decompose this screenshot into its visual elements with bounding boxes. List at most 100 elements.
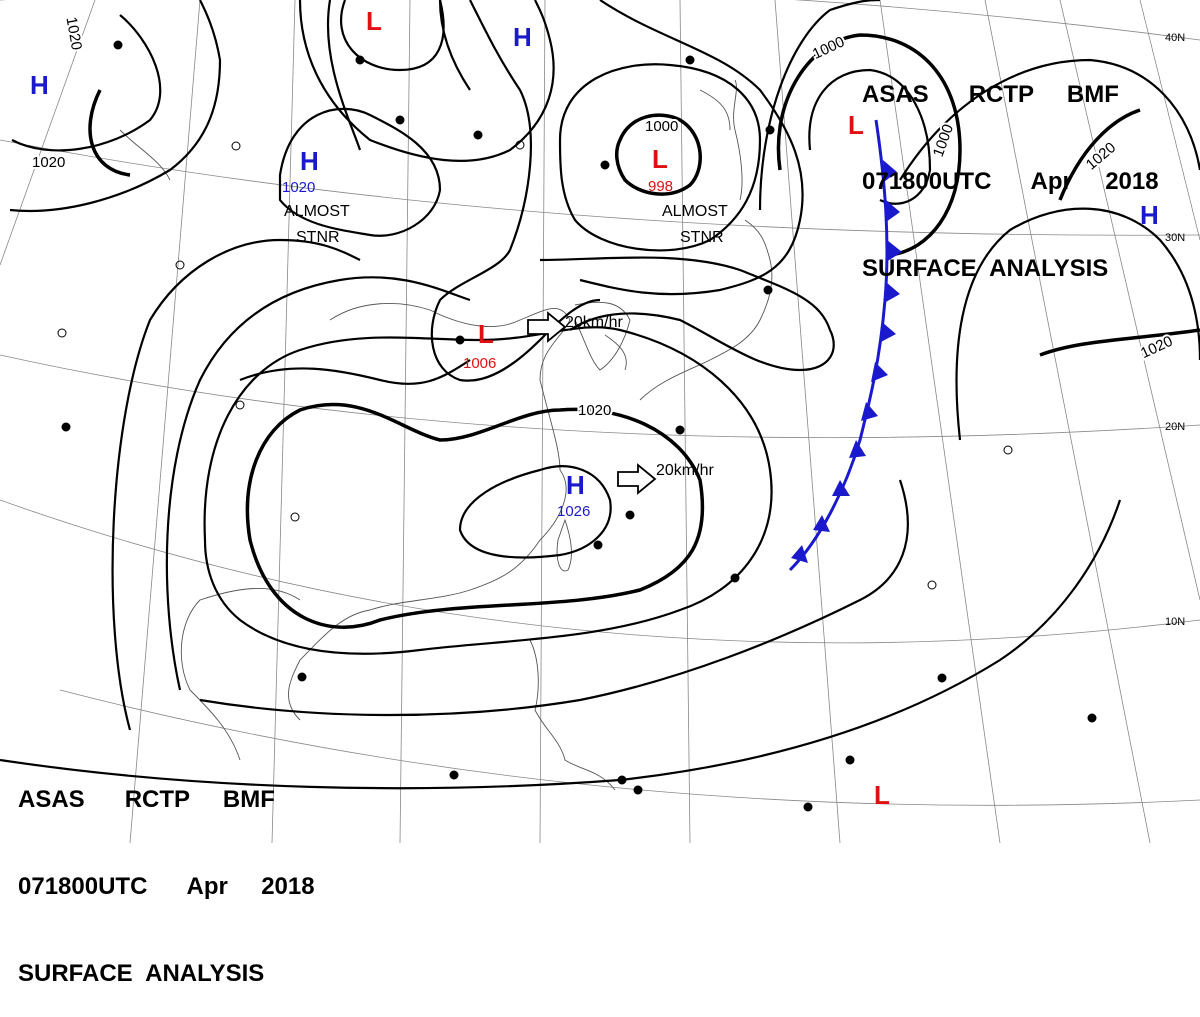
meridian (1059, 0, 1200, 601)
station-marker (231, 141, 241, 151)
station-marker (297, 672, 307, 682)
latitude-line-10n (0, 499, 1200, 644)
isobar-label: 1020 (32, 154, 65, 171)
station-marker (803, 802, 813, 812)
station-marker (937, 673, 947, 683)
center-pressures: 1020 998 1006 1026 (282, 178, 673, 520)
lat-label-10n: 10N (1165, 616, 1185, 628)
isobar (808, 68, 932, 205)
front-barb (871, 362, 888, 382)
motion-label: 20km/hr (656, 462, 714, 479)
header-line1: ASAS RCTP BMF (862, 81, 1119, 108)
isobar (579, 0, 804, 296)
low-center-icon: L (848, 110, 864, 140)
isobar (430, 0, 601, 382)
center-pressure: 1020 (282, 179, 315, 196)
center-pressure: 1026 (557, 503, 590, 520)
station-marker (927, 580, 937, 590)
front-barb (886, 200, 900, 222)
center-pressure: 998 (648, 178, 673, 195)
isobar (614, 113, 702, 196)
isobar (776, 33, 962, 257)
station-marker (355, 55, 365, 65)
isobar-label: 1000 (645, 118, 678, 135)
isobar (558, 63, 762, 252)
station-marker (730, 573, 740, 583)
low-center-icon: L (366, 6, 382, 36)
station-marker (449, 770, 459, 780)
station-marker (290, 512, 300, 522)
front-barb (884, 282, 900, 303)
weather-map: 40N 30N 20N 10N 1020 1020 1000 1000 1000… (0, 0, 1200, 843)
station-marker (763, 285, 773, 295)
isobar (899, 58, 1200, 181)
station-marker (600, 160, 610, 170)
front-barb (832, 480, 850, 496)
header-line1: ASAS RCTP BMF (18, 786, 275, 813)
station-marker (455, 335, 465, 345)
pressure-centers: H L H H L L H L H L (30, 6, 1159, 810)
latitude-labels: 40N 30N 20N 10N (1165, 32, 1185, 628)
station-marker (685, 55, 695, 65)
latitude-line-30n (0, 139, 1200, 236)
latitude-line-40n (0, 0, 1200, 41)
isobar (88, 89, 131, 177)
meridian (879, 0, 1001, 843)
coastline-indochina (180, 588, 301, 761)
front-barb (813, 515, 830, 532)
coastline-taiwan (556, 518, 572, 572)
isobar (165, 276, 471, 691)
station-marker (395, 115, 405, 125)
high-center-icon: H (30, 70, 49, 100)
isobar (245, 402, 705, 629)
low-center-icon: L (478, 319, 494, 349)
isobar (278, 107, 442, 237)
front-barb (886, 240, 902, 262)
coastline-north (119, 89, 731, 181)
meridian (774, 0, 841, 843)
station-marker (675, 425, 685, 435)
graticule (0, 0, 1200, 843)
front-barb (791, 545, 808, 563)
front-barb (861, 402, 878, 421)
isobar (326, 0, 362, 151)
cold-front (788, 119, 902, 572)
meridian (679, 0, 691, 843)
isobar-label: 1000 (810, 33, 847, 63)
station-marker (57, 328, 67, 338)
station-marker (593, 540, 603, 550)
isobar (203, 326, 773, 655)
front-barb (849, 440, 866, 458)
isobar (1039, 328, 1200, 357)
almost-stnr-west-line2: STNR (296, 229, 340, 246)
motion-labels: 20km/hr 20km/hr (565, 314, 714, 479)
header-line3: SURFACE ANALYSIS (862, 255, 1109, 282)
almost-stnr-east-line1: ALMOST (662, 203, 728, 220)
center-pressure: 1006 (463, 355, 496, 372)
station-marker (845, 755, 855, 765)
station-marker (765, 125, 775, 135)
coastline-japan (639, 79, 773, 401)
high-center-icon: H (566, 470, 585, 500)
meridian (0, 0, 96, 266)
motion-arrow-icon (617, 463, 657, 495)
system-notes: ALMOST STNR ALMOST STNR (284, 203, 728, 246)
header-line2: 071800UTC Apr 2018 (18, 873, 315, 900)
lat-label-40n: 40N (1165, 32, 1185, 44)
station-marker (1003, 445, 1013, 455)
isobar (239, 359, 471, 385)
meridian (539, 0, 546, 843)
lat-label-30n: 30N (1165, 232, 1185, 244)
isobar (111, 238, 361, 731)
isobar (458, 465, 612, 559)
lat-label-20n: 20N (1165, 421, 1185, 433)
header-bottom: ASAS RCTP BMF 071800UTC Apr 2018 SURFACE… (18, 727, 315, 1017)
low-center-icon: L (874, 780, 890, 810)
latitude-line-0 (59, 689, 1200, 806)
high-center-icon: H (300, 146, 319, 176)
motion-label: 20km/hr (565, 314, 623, 331)
meridian (1139, 0, 1200, 241)
coastline-korea-south (604, 334, 627, 371)
header-top: ASAS RCTP BMF 071800UTC Apr 2018 SURFACE… (862, 22, 1159, 312)
low-center-icon: L (652, 144, 668, 174)
